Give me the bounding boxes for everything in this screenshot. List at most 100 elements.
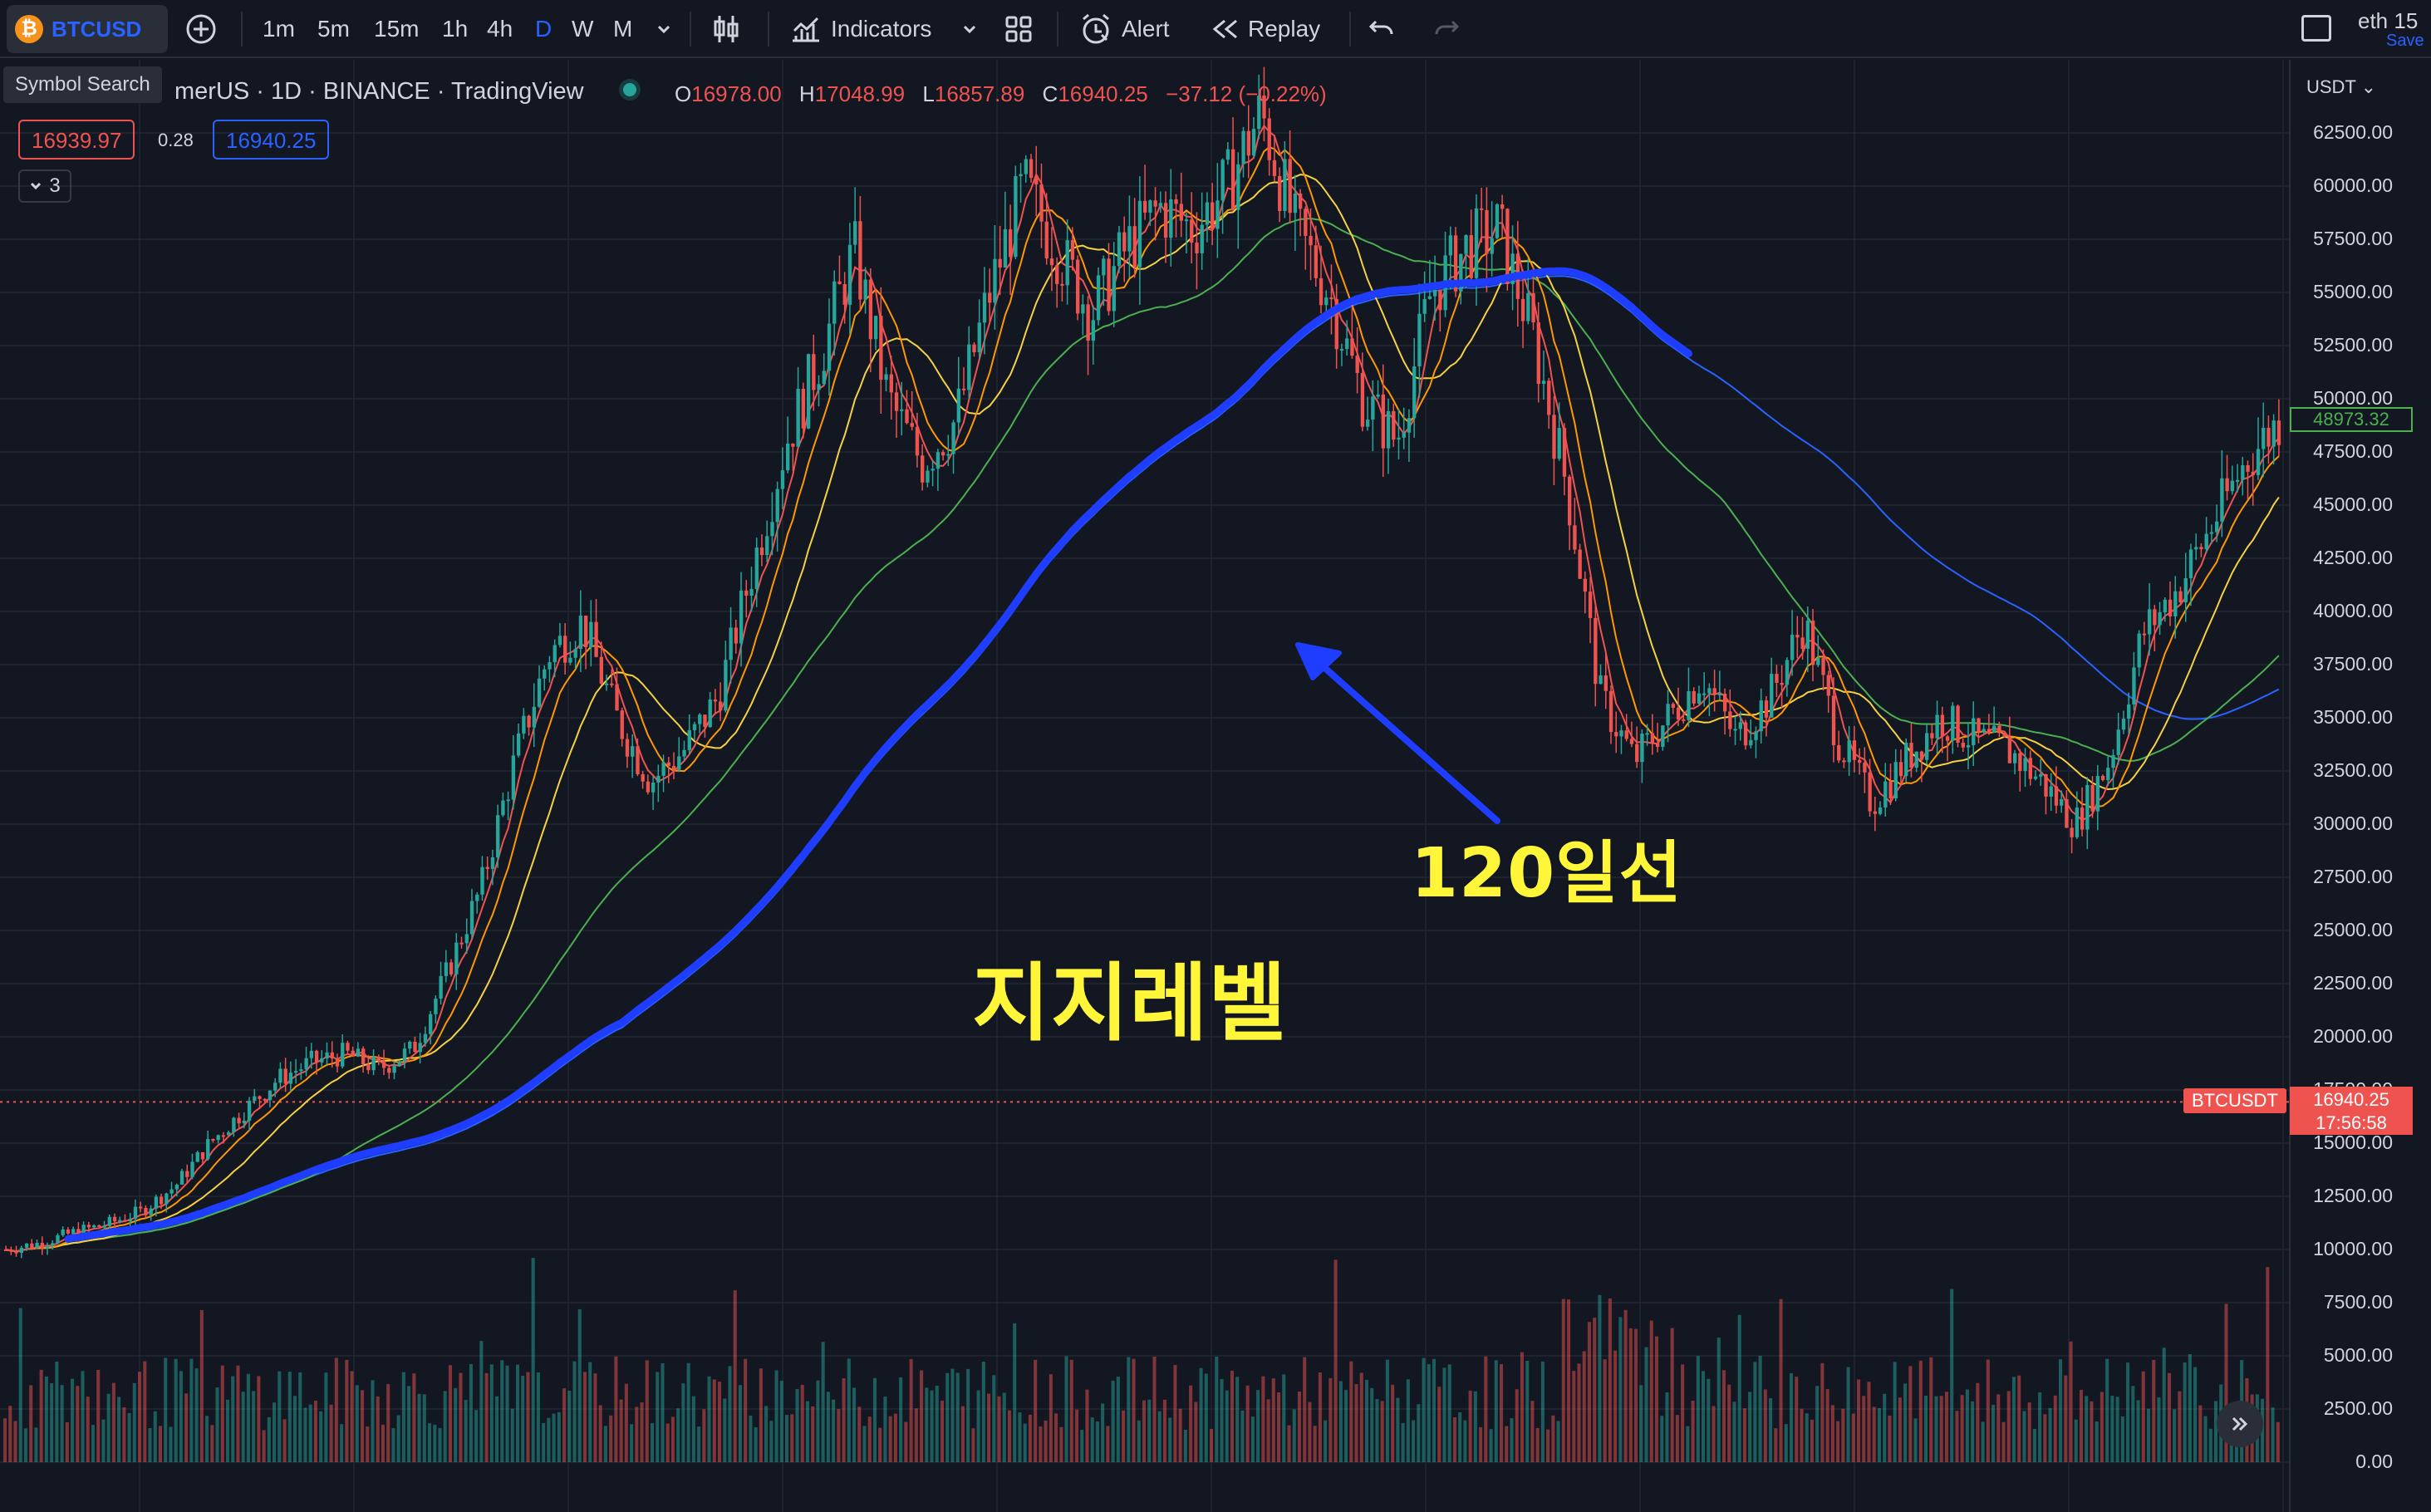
candle-body	[1453, 235, 1458, 292]
timeframe-dropdown[interactable]	[655, 10, 673, 48]
timeframe-1h[interactable]: 1h	[442, 16, 469, 42]
candle-body	[1759, 700, 1763, 732]
replay-button[interactable]: Replay	[1210, 10, 1320, 48]
volume-bar	[1417, 1404, 1421, 1462]
candle-body	[413, 1041, 417, 1053]
timeframe-W[interactable]: W	[572, 16, 594, 42]
candle-body	[543, 669, 547, 679]
volume-bar	[920, 1370, 924, 1462]
candle-body	[86, 1225, 91, 1228]
volume-bar	[1328, 1377, 1333, 1462]
volume-bar	[1505, 1426, 1509, 1462]
buy-price-button[interactable]: 16940.25	[213, 120, 330, 160]
volume-bar	[1670, 1328, 1674, 1462]
candle-body	[1712, 688, 1716, 695]
chart-pane[interactable]	[0, 60, 2431, 1512]
volume-bar	[790, 1414, 794, 1462]
volume-bar	[164, 1357, 168, 1462]
volume-bar	[1623, 1309, 1628, 1462]
volume-bar	[816, 1380, 820, 1462]
volume-bar	[515, 1364, 520, 1462]
volume-bar	[241, 1392, 245, 1462]
candle-body	[1821, 658, 1825, 675]
timeframe-5m[interactable]: 5m	[317, 16, 350, 42]
volume-bar	[686, 1362, 690, 1462]
volume-bar	[474, 1410, 479, 1462]
add-symbol-button[interactable]	[184, 10, 218, 48]
undo-button[interactable]	[1368, 10, 1396, 48]
candle-body	[283, 1068, 287, 1084]
indicators-dropdown[interactable]	[960, 10, 979, 48]
volume-bar	[2224, 1303, 2228, 1462]
timeframe-4h[interactable]: 4h	[487, 16, 513, 42]
symbol-button[interactable]: ₿ BTCUSD	[7, 5, 168, 53]
volume-bar	[676, 1408, 680, 1462]
volume-bar	[1173, 1364, 1177, 1462]
candle-body	[2132, 667, 2136, 705]
candle-body	[1692, 690, 1696, 704]
candle-body	[2209, 532, 2214, 534]
candle-body	[594, 621, 598, 657]
save-link[interactable]: Save	[2386, 32, 2424, 50]
timeframe-D[interactable]: D	[535, 16, 552, 42]
chart-type-button[interactable]	[711, 10, 741, 48]
candle-body	[1785, 660, 1790, 685]
volume-bar	[1308, 1402, 1312, 1462]
volume-bar	[2090, 1401, 2094, 1462]
volume-bar	[396, 1415, 400, 1462]
volume-bar	[1090, 1417, 1094, 1462]
fullscreen-icon[interactable]	[2301, 15, 2331, 42]
volume-bar	[1162, 1399, 1166, 1462]
volume-bar	[774, 1370, 778, 1462]
candle-body	[1257, 96, 1261, 130]
layouts-button[interactable]	[1004, 10, 1034, 48]
indicators-button[interactable]: Indicators	[789, 10, 931, 48]
open-label: O	[675, 81, 692, 106]
candle-body	[1288, 159, 1292, 214]
candle-body	[361, 1048, 366, 1065]
candle-body	[1096, 275, 1101, 321]
volume-bar	[1432, 1358, 1436, 1462]
candle-body	[304, 1058, 308, 1070]
candle-body	[1614, 732, 1618, 737]
candle-body	[636, 746, 640, 774]
timeframe-15m[interactable]: 15m	[374, 16, 420, 42]
chart-legend-title[interactable]: merUS · 1D · BINANCE · TradingView	[174, 78, 584, 106]
redo-button[interactable]	[1432, 10, 1461, 48]
indicators-collapse-button[interactable]: 3	[18, 169, 71, 203]
volume-bar	[2126, 1362, 2130, 1462]
volume-bar	[2162, 1348, 2166, 1462]
candle-body	[24, 1243, 29, 1248]
candle-body	[418, 1043, 422, 1053]
timeframe-1m[interactable]: 1m	[263, 16, 295, 42]
bar-countdown: 17:56:58	[2316, 1112, 2387, 1133]
volume-bar	[1976, 1382, 1980, 1462]
scroll-to-realtime-button[interactable]	[2217, 1401, 2263, 1447]
volume-bar	[1458, 1411, 1462, 1462]
sell-price-button[interactable]: 16939.97	[18, 120, 135, 160]
candle-body	[1407, 418, 1412, 433]
volume-bar	[2064, 1375, 2068, 1462]
volume-bar	[992, 1375, 996, 1462]
candle-body	[1195, 242, 1199, 253]
volume-bar	[2152, 1359, 2156, 1462]
volume-bar	[769, 1421, 774, 1462]
candle-body	[1898, 762, 1903, 777]
volume-bar	[656, 1372, 660, 1462]
volume-bar	[2193, 1367, 2198, 1462]
currency-selector[interactable]: USDT ⌄	[2306, 76, 2377, 97]
candle-body	[988, 292, 992, 303]
price-chart-canvas[interactable]	[0, 60, 2431, 1512]
volume-bar	[355, 1385, 359, 1462]
candle-body	[179, 1171, 184, 1185]
chart-grid	[0, 60, 2291, 1512]
timeframe-M[interactable]: M	[613, 16, 633, 42]
candle-body	[894, 392, 899, 411]
replay-label: Replay	[1248, 16, 1321, 42]
volume-bar	[572, 1361, 577, 1462]
candle-body	[666, 762, 671, 766]
symbol-name: BTCUSD	[52, 16, 142, 42]
layout-name[interactable]: eth 15	[2358, 8, 2419, 33]
alert-button[interactable]: Alert	[1078, 10, 1170, 48]
candle-body	[532, 706, 537, 728]
